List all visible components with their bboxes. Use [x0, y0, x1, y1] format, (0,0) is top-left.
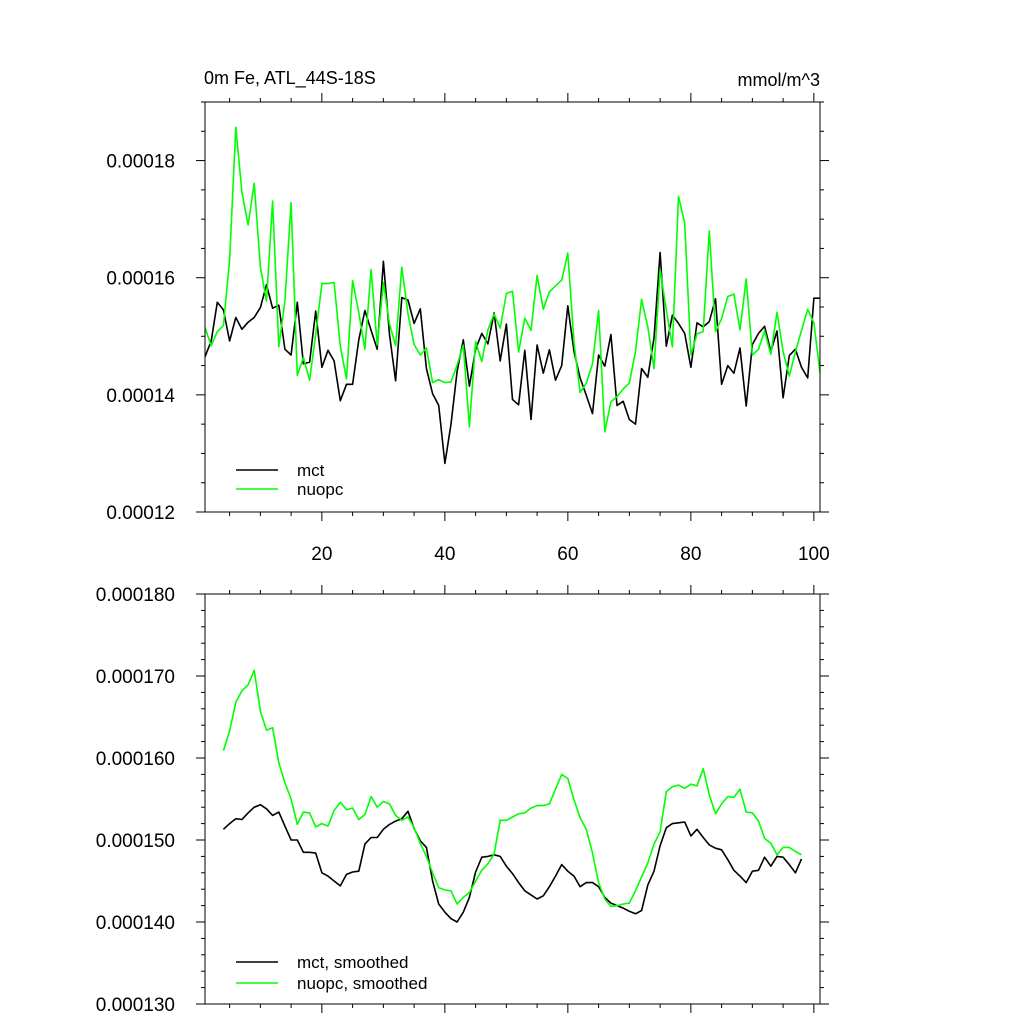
legend-label: nuopc [297, 480, 344, 499]
x-tick-label: 80 [680, 544, 701, 565]
y-tick-label: 0.000170 [96, 667, 175, 688]
series-line-nuopc-smoothed [222, 669, 802, 908]
legend: mct, smoothed nuopc, smoothed [236, 953, 427, 993]
y-tick-label: 0.00018 [106, 152, 175, 173]
plot-frame [204, 593, 821, 1005]
series-group [222, 669, 803, 923]
chart-title: 0m Fe, ATL_44S-18S [204, 68, 376, 89]
y-tick-label: 0.000150 [96, 831, 175, 852]
y-tick-label: 0.000130 [96, 995, 175, 1016]
legend-label: mct, smoothed [297, 953, 409, 972]
y-tick-label: 0.000160 [96, 749, 175, 770]
series-line-mct-smoothed [222, 803, 803, 923]
series-group [204, 126, 821, 465]
ticks: 20 40 60 80 100 0.00012 0.00014 0.00016 0.00018 [106, 93, 830, 565]
legend-label: mct [297, 461, 325, 480]
y-tick-label: 0.00014 [106, 386, 175, 407]
ticks: 0.000130 0.000140 0.000150 0.000160 0.000170… [96, 585, 829, 1016]
chart-top: 0m Fe, ATL_44S-18S mmol/m^3 20 40 60 80 100 0… [106, 68, 829, 565]
x-tick-label: 20 [311, 544, 332, 565]
plot-frame [204, 101, 821, 513]
chart-bottom: 0.000130 0.000140 0.000150 0.000160 0.000170… [96, 585, 829, 1016]
y-tick-label: 0.000140 [96, 913, 175, 934]
y-tick-label: 0.000180 [96, 585, 175, 606]
y-tick-label: 0.00016 [106, 269, 175, 290]
series-line-nuopc [204, 126, 821, 433]
x-tick-label: 100 [798, 544, 830, 565]
y-tick-label: 0.00012 [106, 503, 175, 524]
x-tick-label: 40 [434, 544, 455, 565]
x-tick-label: 60 [557, 544, 578, 565]
chart-units: mmol/m^3 [738, 70, 820, 90]
legend-label: nuopc, smoothed [297, 974, 427, 993]
